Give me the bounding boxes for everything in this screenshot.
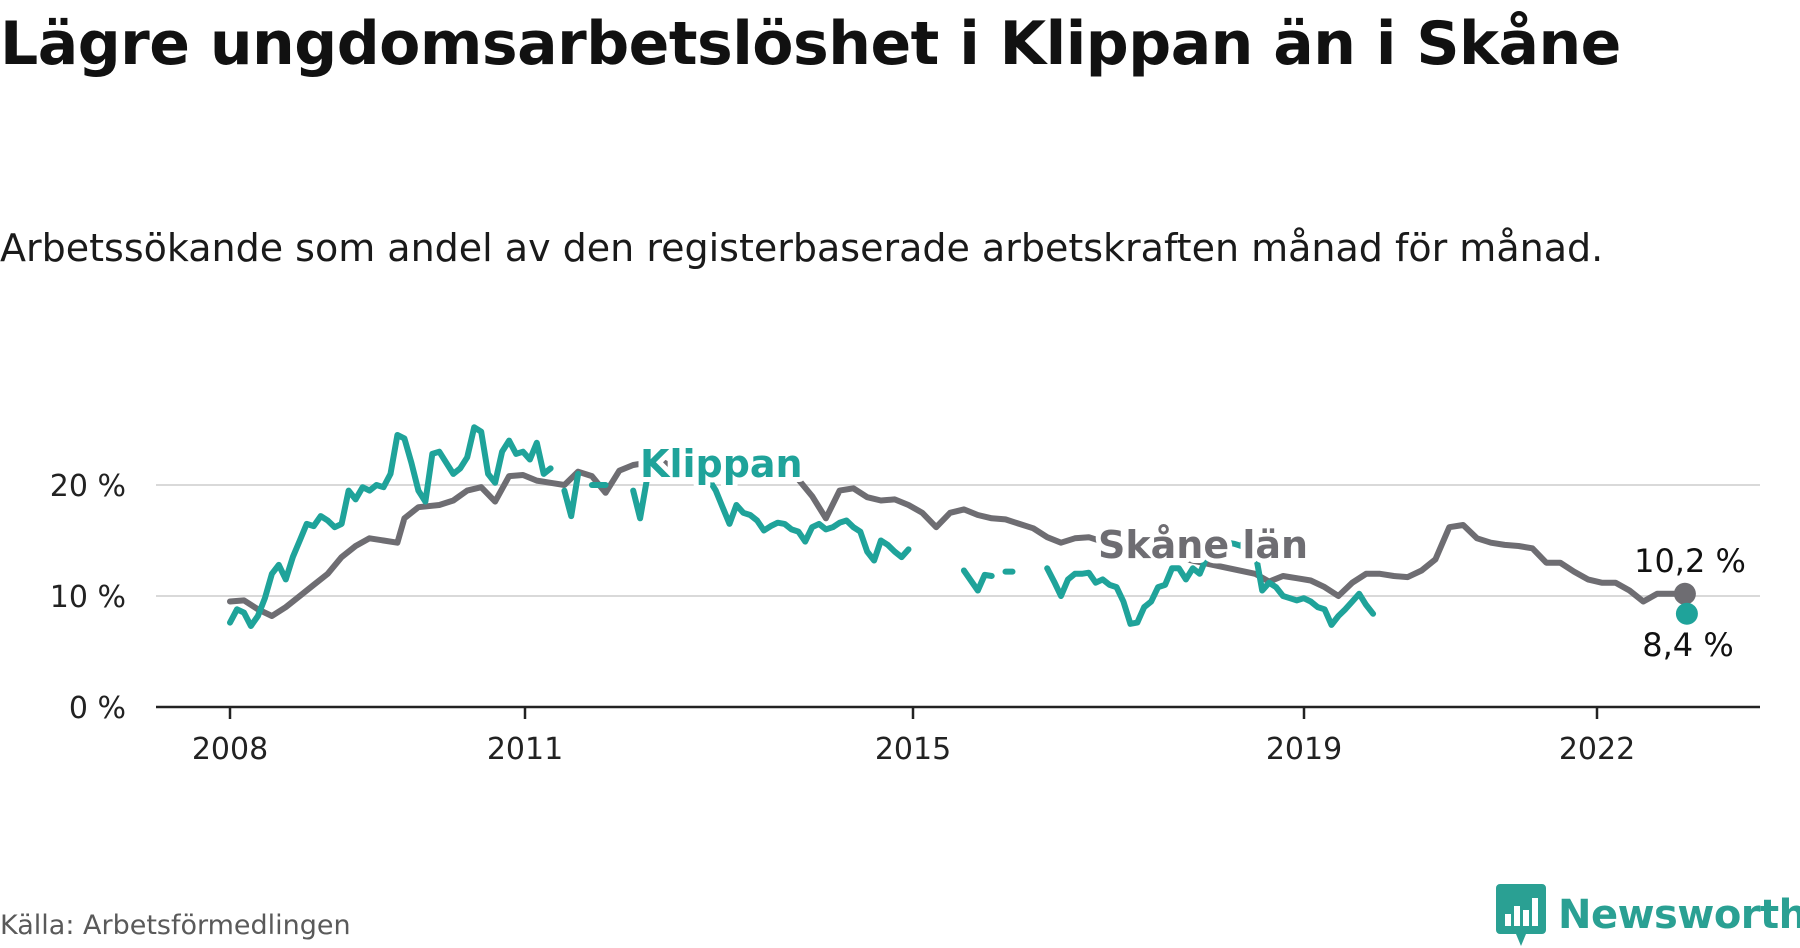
series-label-klippan-halo: Klippan <box>640 442 803 486</box>
grid-layer <box>156 484 1760 597</box>
series-line-klippan <box>960 567 995 594</box>
x-tick-label: 2022 <box>1559 732 1635 767</box>
x-tick-label: 2008 <box>192 732 268 767</box>
source-note: Källa: Arbetsförmedlingen <box>0 910 351 941</box>
series-layer <box>227 424 1698 629</box>
series-label-skane-halo: Skåne län <box>1098 523 1308 567</box>
series-label-skane: Skåne län <box>1098 523 1308 567</box>
series-line-klippan <box>227 424 554 629</box>
y-tick-label: 10 % <box>50 580 126 615</box>
end-value-label-klippan: 8,4 % <box>1642 626 1733 664</box>
y-tick-label: 0 % <box>69 691 126 726</box>
line-chart: 0 %10 %20 %2008 2011 2015 2019 2022 KlippanK… <box>50 424 1760 767</box>
brand-logo[interactable]: Newsworthy <box>1496 884 1800 946</box>
series-line-klippan <box>1044 532 1377 628</box>
chart-title: Lägre ungdomsarbetslöshet i Klippan än i… <box>0 9 1621 79</box>
axis-layer: 0 % 10 % 20 % 2008 2011 2015 2019 2022 <box>50 469 1760 767</box>
endpoint-klippan <box>1675 602 1698 625</box>
chart-subtitle: Arbetssökande som andel av den registerb… <box>0 226 1604 270</box>
bar-chart-icon <box>1496 884 1546 946</box>
y-tick-label: 20 % <box>50 469 126 504</box>
series-line-klippan <box>699 457 912 564</box>
end-value-label-klippan-halo: 8,4 % <box>1642 626 1733 664</box>
series-line-skane <box>227 457 1688 619</box>
brand-name: Newsworthy <box>1558 892 1800 938</box>
end-value-label-skane: 10,2 % <box>1634 542 1746 580</box>
end-value-label-skane-halo: 10,2 % <box>1634 542 1746 580</box>
series-line-klippan <box>561 470 582 520</box>
x-tick-label: 2011 <box>487 732 563 767</box>
series-label-klippan: Klippan <box>640 442 803 486</box>
x-tick-label: 2015 <box>875 732 951 767</box>
endpoint-skane <box>1673 582 1696 605</box>
series-line-klippan <box>630 476 650 522</box>
x-tick-label: 2019 <box>1266 732 1342 767</box>
